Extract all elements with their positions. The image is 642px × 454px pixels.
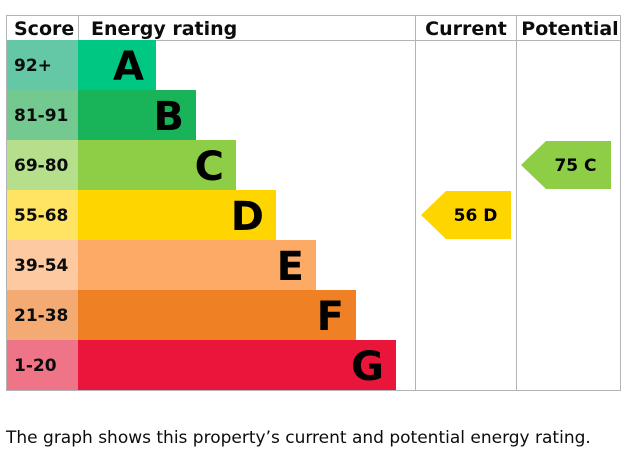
rating-bar-f xyxy=(78,290,356,340)
score-cell-a xyxy=(7,40,78,90)
rating-letter-b: B xyxy=(154,94,185,140)
rating-letter-a: A xyxy=(113,44,144,90)
score-cell-d xyxy=(7,190,78,240)
score-range-d: 55-68 xyxy=(14,206,68,226)
rating-letter-e: E xyxy=(277,244,304,290)
chart-caption: The graph shows this property’s current … xyxy=(6,428,591,448)
score-cell-b xyxy=(7,90,78,140)
rating-letter-g: G xyxy=(351,344,384,390)
rating-bands: 92+ A 81-91 B 69-80 C 55-68 D 39-54 E 21-38 F 1-20 G xyxy=(7,40,396,390)
score-range-b: 81-91 xyxy=(14,106,68,126)
rating-bar-g xyxy=(78,340,396,390)
score-cell-e xyxy=(7,240,78,290)
header-potential: Potential xyxy=(521,18,618,40)
score-cell-f xyxy=(7,290,78,340)
rating-letter-f: F xyxy=(317,294,344,340)
epc-rating-chart: Score Energy rating Current Potential 92… xyxy=(6,15,621,391)
rating-bar-d xyxy=(78,190,276,240)
score-range-g: 1-20 xyxy=(14,356,57,376)
rating-bar-e xyxy=(78,240,316,290)
score-cell-c xyxy=(7,140,78,190)
rating-markers: 56 D 75 C xyxy=(421,141,611,239)
header-score: Score xyxy=(14,18,74,40)
header-current: Current xyxy=(425,18,507,40)
score-range-c: 69-80 xyxy=(14,156,69,176)
header-energy-rating: Energy rating xyxy=(91,18,237,40)
rating-bar-c xyxy=(78,140,236,190)
rating-letter-c: C xyxy=(195,144,224,190)
current-rating-label: 56 D xyxy=(454,206,498,226)
score-range-e: 39-54 xyxy=(14,256,69,276)
rating-bar-b xyxy=(78,90,196,140)
potential-rating-label: 75 C xyxy=(554,156,596,176)
score-range-a: 92+ xyxy=(14,56,52,76)
potential-rating-arrow xyxy=(521,141,611,189)
score-range-f: 21-38 xyxy=(14,306,68,326)
current-rating-arrow xyxy=(421,191,511,239)
score-cell-g xyxy=(7,340,78,390)
rating-letter-d: D xyxy=(231,194,264,240)
rating-bar-a xyxy=(78,40,156,90)
